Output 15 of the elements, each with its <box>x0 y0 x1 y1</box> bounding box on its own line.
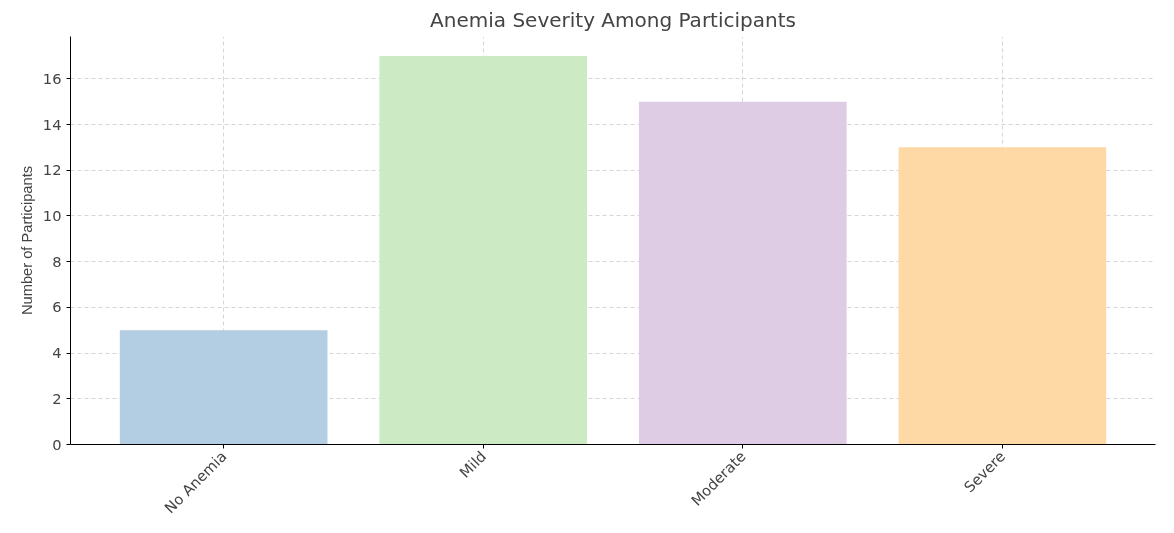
y-tick-label: 4 <box>52 344 62 362</box>
y-tick-label: 8 <box>52 252 62 270</box>
y-tick-label: 2 <box>52 389 62 407</box>
y-tick-label: 0 <box>52 435 62 453</box>
y-axis-title: Number of Participants <box>18 165 35 316</box>
y-tick-label: 14 <box>42 115 62 133</box>
chart-title: Anemia Severity Among Participants <box>430 7 796 32</box>
bar <box>379 55 588 445</box>
y-tick-label: 12 <box>42 161 62 179</box>
y-tick-label: 16 <box>42 69 62 87</box>
bar <box>119 330 328 445</box>
y-tick-label: 10 <box>42 206 62 224</box>
bar <box>638 101 847 445</box>
bar <box>898 147 1107 445</box>
y-tick-label: 6 <box>52 298 62 316</box>
